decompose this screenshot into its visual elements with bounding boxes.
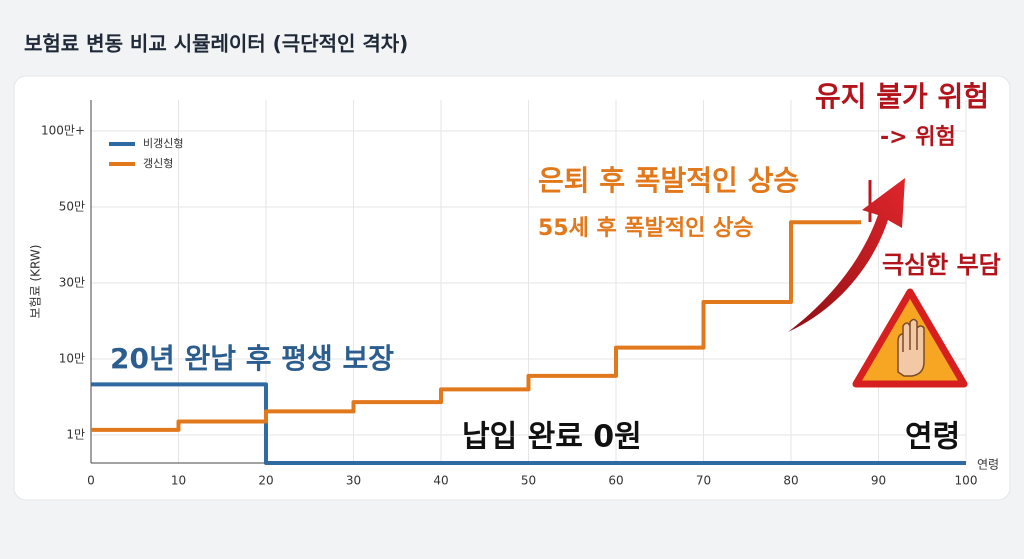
x-axis-title: 연령: [977, 458, 999, 472]
y-tick-label: 1만: [66, 428, 85, 442]
series-line: [91, 220, 861, 432]
legend-label: 갱신형: [143, 157, 173, 170]
x-tick-label: 60: [608, 474, 623, 488]
x-tick-label: 30: [346, 474, 361, 488]
x-tick-label: 80: [783, 474, 798, 488]
y-axis-title: 보험료 (KRW): [29, 245, 43, 319]
y-tick-label: 30만: [59, 276, 85, 290]
x-tick-label: 0: [87, 474, 95, 488]
annotation: 20년 완납 후 평생 보장: [110, 342, 394, 375]
chart-title: 보험료 변동 비교 시뮬레이터 (극단적인 격차): [24, 32, 408, 56]
legend-label: 비갱신형: [143, 137, 183, 150]
annotation: 극심한 부담: [882, 251, 1001, 279]
plot-area: 1만 10만 30만 50만 100만+ 0 10 20 30 40 50 60 70 80 90 100 연령…: [29, 100, 999, 488]
risk-arrow: [788, 178, 905, 332]
chart-card: [13, 75, 1011, 501]
y-tick-label: 50만: [59, 200, 85, 214]
y-tick-label: 100만+: [41, 124, 85, 138]
annotation: -> 위험: [880, 124, 956, 150]
x-tick-label: 10: [171, 474, 186, 488]
x-tick-label: 70: [696, 474, 711, 488]
x-tick-label: 20: [258, 474, 273, 488]
warning-icon: [852, 288, 968, 388]
x-tick-label: 50: [521, 474, 536, 488]
x-tick-label: 100: [955, 474, 978, 488]
x-tick-label: 40: [433, 474, 448, 488]
series-line: [91, 382, 966, 465]
annotation: 55세 후 폭발적인 상승: [538, 216, 754, 241]
annotation: 연령: [905, 420, 960, 455]
annotation: 유지 불가 위험: [815, 80, 989, 113]
annotation: 납입 완료 0원: [462, 420, 642, 455]
annotation: 은퇴 후 폭발적인 상승: [538, 164, 799, 197]
x-tick-label: 90: [871, 474, 886, 488]
y-tick-label: 10만: [59, 352, 85, 366]
